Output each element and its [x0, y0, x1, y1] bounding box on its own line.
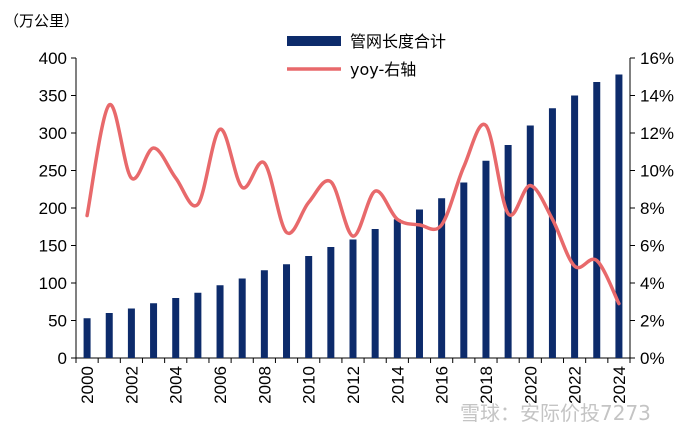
x-tick-label: 2018 — [477, 366, 496, 404]
bar-2020 — [526, 125, 534, 358]
y-right-tick-label: 16% — [640, 49, 674, 68]
y-right-tick-label: 14% — [640, 87, 674, 106]
bar-2018 — [482, 160, 490, 358]
legend-line-label: yoy-右轴 — [350, 60, 416, 79]
x-tick-label: 2006 — [211, 366, 230, 404]
legend-bar-swatch — [287, 36, 341, 46]
x-tick-label: 2012 — [344, 366, 363, 404]
x-tick-label: 2016 — [433, 366, 452, 404]
x-tick-label: 2008 — [255, 366, 274, 404]
y-right-tick-label: 10% — [640, 162, 674, 181]
y-left-tick-label: 150 — [39, 237, 67, 256]
bar-2024 — [615, 74, 623, 358]
bar-2022 — [571, 95, 579, 358]
line-series — [85, 103, 621, 306]
x-tick-label: 2000 — [78, 366, 97, 404]
y-left-tick-label: 0 — [58, 349, 67, 368]
bar-2023 — [593, 82, 601, 358]
x-tick-label: 2010 — [300, 366, 319, 404]
bar-2011 — [327, 247, 335, 358]
axes: 0 50 100 150 200 250 300 350 400 0% 2% 4% 6% 8% 10% 12%… — [39, 49, 674, 404]
y-left-tick-label: 350 — [39, 87, 67, 106]
y-left-tick-label: 50 — [48, 312, 67, 331]
yoy-line — [85, 103, 621, 306]
bar-2015 — [415, 209, 423, 358]
y-left-tick-label: 300 — [39, 124, 67, 143]
bar-2009 — [283, 264, 291, 358]
y-left-tick-label: 200 — [39, 199, 67, 218]
y-right-tick-label: 4% — [640, 274, 665, 293]
y-right-tick-label: 12% — [640, 124, 674, 143]
bar-2000 — [83, 318, 91, 358]
bar-2006 — [216, 285, 224, 358]
x-tick-label: 2024 — [610, 366, 629, 404]
bar-2001 — [105, 313, 113, 358]
bar-2010 — [305, 256, 313, 358]
y-left-tick-label: 250 — [39, 162, 67, 181]
y-right-tick-label: 2% — [640, 312, 665, 331]
bar-2002 — [127, 308, 135, 358]
x-tick-label: 2022 — [566, 366, 585, 404]
x-tick-label: 2004 — [167, 366, 186, 404]
y-right-tick-label: 8% — [640, 199, 665, 218]
bar-2019 — [504, 145, 512, 358]
watermark: 雪球：安际价投7273 — [460, 401, 651, 425]
bar-series — [83, 74, 623, 358]
x-tick-label: 2002 — [122, 366, 141, 404]
y-right-tick-label: 0% — [640, 349, 665, 368]
bar-2013 — [371, 229, 379, 358]
y-left-tick-label: 400 — [39, 49, 67, 68]
bar-2014 — [393, 219, 401, 358]
bar-2008 — [260, 270, 268, 358]
bar-2007 — [238, 278, 246, 358]
bar-2021 — [548, 108, 556, 358]
bar-2017 — [460, 182, 468, 358]
y-left-tick-label: 100 — [39, 274, 67, 293]
legend: 管网长度合计 yoy-右轴 — [287, 32, 446, 79]
bar-2005 — [194, 292, 202, 358]
legend-bar-label: 管网长度合计 — [350, 32, 446, 51]
unit-label: （万公里） — [4, 12, 79, 30]
y-right-tick-label: 6% — [640, 237, 665, 256]
x-tick-label: 2020 — [521, 366, 540, 404]
bar-2016 — [438, 198, 446, 358]
bar-2003 — [150, 303, 158, 358]
bar-2012 — [349, 239, 357, 358]
bar-2004 — [172, 298, 180, 358]
x-tick-label: 2014 — [388, 366, 407, 404]
